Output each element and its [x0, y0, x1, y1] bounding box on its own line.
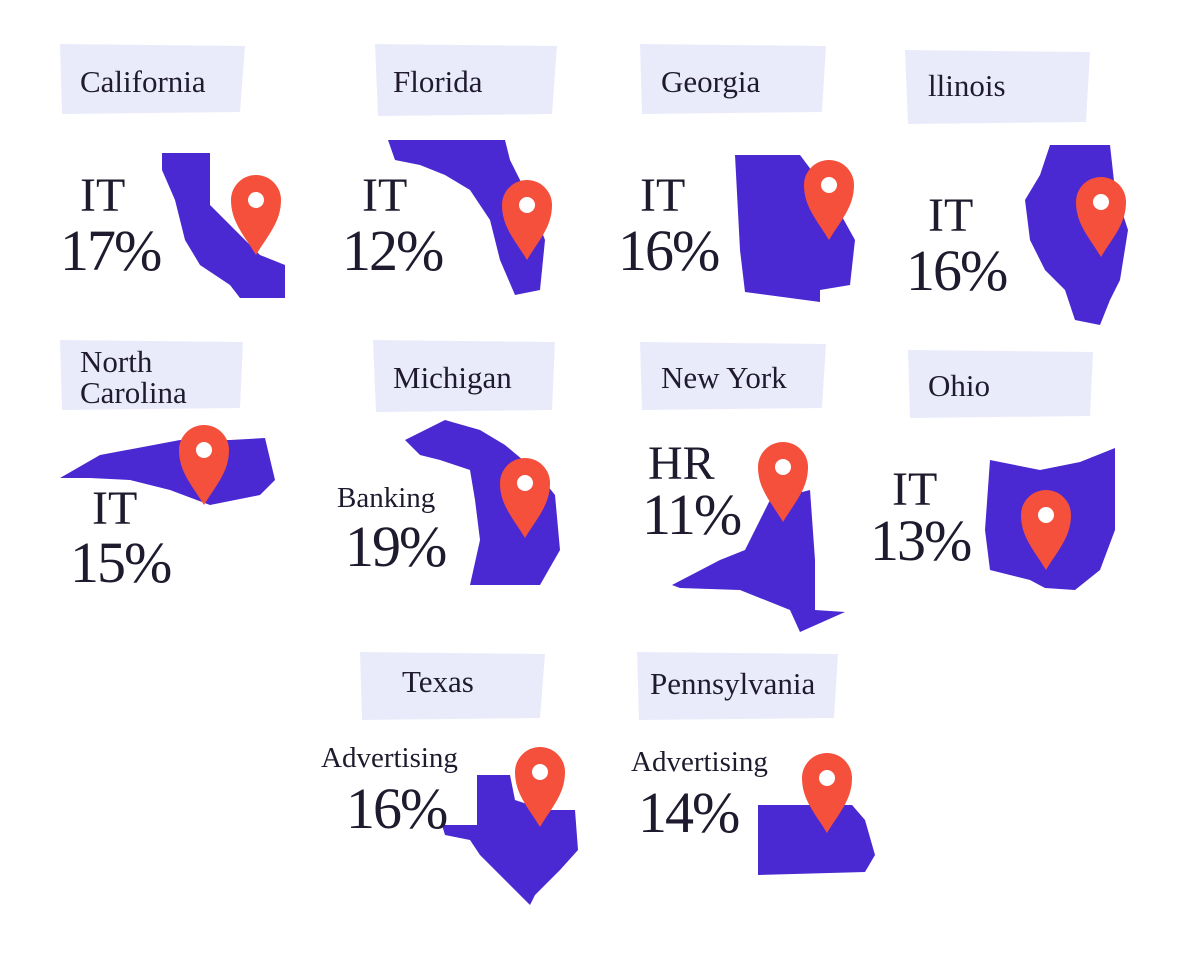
state-name: Georgia	[661, 64, 761, 99]
pin-dot	[532, 764, 548, 780]
share: 16%	[906, 238, 1008, 303]
pin	[804, 160, 854, 240]
share: 16%	[618, 218, 720, 283]
state-name: Ohio	[928, 368, 990, 403]
pin-dot	[821, 177, 837, 193]
pin	[502, 180, 552, 260]
label-bg	[360, 652, 545, 720]
pin-dot	[517, 475, 533, 491]
label-bg	[60, 44, 245, 114]
label-bg	[640, 44, 826, 114]
label-backgrounds	[60, 44, 1093, 720]
pin-dot	[819, 770, 835, 786]
pin	[1075, 176, 1127, 257]
share: 12%	[342, 218, 444, 283]
pin	[758, 442, 808, 522]
pin	[802, 753, 852, 833]
state-shape	[442, 775, 578, 905]
state-shape	[672, 490, 845, 632]
state-shape	[388, 140, 545, 295]
state-name: California	[80, 64, 206, 99]
label-bg	[375, 44, 557, 116]
state-name: Florida	[393, 64, 483, 99]
share: 19%	[345, 514, 447, 579]
industry: IT	[892, 463, 938, 516]
pin-dot	[1038, 507, 1054, 523]
state-shape	[758, 805, 875, 875]
industry: Advertising	[631, 746, 768, 778]
share: 11%	[642, 482, 742, 547]
industry: Banking	[337, 482, 436, 514]
state-shapes	[60, 140, 1128, 905]
industry: IT	[92, 482, 138, 535]
pin-dot	[196, 442, 212, 458]
label-bg	[640, 342, 826, 410]
share: 16%	[346, 776, 448, 841]
label-bg	[373, 340, 555, 412]
state-shape	[162, 153, 285, 298]
state-name: New York	[661, 360, 787, 395]
pin	[1021, 490, 1071, 570]
label-bg	[905, 50, 1090, 124]
label-bg	[637, 652, 838, 720]
pin-dot	[519, 197, 535, 213]
industry: IT	[80, 169, 126, 222]
pin-dot	[775, 459, 791, 475]
industry: Advertising	[321, 742, 458, 774]
pin	[179, 425, 229, 505]
pin	[231, 175, 281, 255]
state-name: Michigan	[393, 360, 512, 395]
industry: IT	[640, 169, 686, 222]
industry: IT	[928, 189, 974, 242]
industry: IT	[362, 169, 408, 222]
state-name: Pennsylvania	[650, 666, 816, 701]
pin-dot	[1093, 194, 1109, 210]
pins	[179, 160, 1127, 833]
label-bg	[60, 340, 243, 410]
label-bg	[908, 350, 1093, 418]
pin	[500, 458, 550, 538]
pin	[515, 747, 565, 827]
share: 15%	[70, 530, 172, 595]
state-name: Texas	[402, 664, 474, 699]
state-name: North Carolina	[80, 344, 187, 410]
state-name: llinois	[928, 68, 1006, 103]
share: 14%	[638, 780, 740, 845]
industry: HR	[648, 437, 715, 490]
pin-dot	[248, 192, 264, 208]
share: 17%	[60, 218, 162, 283]
share: 13%	[870, 508, 972, 573]
